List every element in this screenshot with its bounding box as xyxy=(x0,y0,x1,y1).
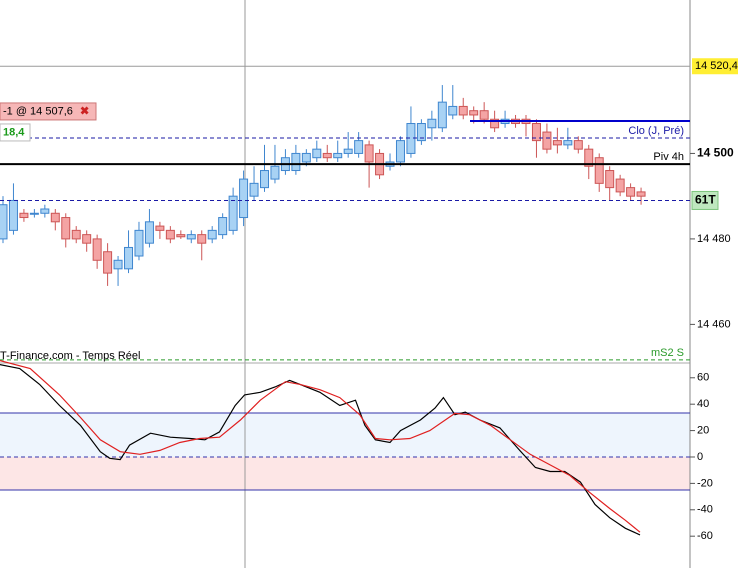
candle-body xyxy=(71,229,81,240)
candle-body xyxy=(469,110,479,116)
candle-body xyxy=(82,234,92,244)
candle-body xyxy=(144,221,154,244)
candle-body xyxy=(479,110,489,120)
candle-body xyxy=(427,118,437,129)
candle-body xyxy=(416,123,426,142)
candle-body xyxy=(165,229,175,240)
candle-body xyxy=(364,144,374,163)
candle-body xyxy=(573,140,583,150)
candle-body xyxy=(626,187,636,197)
candle-body xyxy=(176,234,186,238)
price-marker-box xyxy=(692,58,738,75)
candle-body xyxy=(594,157,604,184)
candle-body xyxy=(0,204,8,240)
y-tick-label: 0 xyxy=(697,451,703,463)
order-close-icon: ✖ xyxy=(80,105,89,117)
y-tick-label: 14 460 xyxy=(697,318,731,330)
y-tick-label: 60 xyxy=(697,372,709,384)
oscillator-line xyxy=(0,360,641,533)
candle-body xyxy=(186,234,196,240)
order-label: -1 @ 14 507,6 xyxy=(3,105,73,117)
candle-body xyxy=(124,246,134,270)
badge-box xyxy=(0,123,31,142)
candle-body xyxy=(552,140,562,146)
candle-body xyxy=(291,152,301,172)
lower-band xyxy=(0,456,690,490)
candle-body xyxy=(636,191,646,197)
oscillator-line xyxy=(0,364,641,536)
source-label: IT-Finance.com - Temps Réel xyxy=(0,350,140,362)
candle-body xyxy=(615,178,625,193)
candle-body xyxy=(301,152,311,163)
candle-body xyxy=(113,259,123,270)
candle-body xyxy=(354,140,364,154)
candle-body xyxy=(228,195,238,231)
candle-body xyxy=(249,182,259,197)
candle-body xyxy=(531,123,541,142)
candle-body xyxy=(218,217,228,236)
candle-body xyxy=(270,165,280,180)
candle-body xyxy=(103,251,113,274)
candle-body xyxy=(458,105,468,116)
level-box xyxy=(691,190,719,210)
candle-body xyxy=(92,238,102,261)
candle-body xyxy=(19,212,29,219)
y-tick-label: -60 xyxy=(697,530,713,542)
candle-body xyxy=(239,178,249,219)
candle-body xyxy=(322,152,332,159)
level-label: mS2 S xyxy=(651,347,684,359)
candle-body xyxy=(395,140,405,163)
upper-band xyxy=(0,413,690,457)
candle-body xyxy=(563,140,573,146)
candle-body xyxy=(490,118,500,129)
y-tick-label: 14 500 xyxy=(697,146,734,160)
candle-body xyxy=(8,199,18,231)
candle-body xyxy=(29,212,39,215)
order-box xyxy=(0,102,97,121)
y-tick-label: -40 xyxy=(697,504,713,516)
candle-body xyxy=(197,234,207,244)
oscillator-background xyxy=(0,413,690,490)
level-label: 61T xyxy=(695,193,716,207)
candle-body xyxy=(155,225,165,231)
candle-body xyxy=(40,208,50,214)
candle-body xyxy=(207,229,217,240)
level-label: Clo (J, Pré) xyxy=(628,125,684,137)
y-tick-label: 20 xyxy=(697,424,709,436)
price-marker-label: 14 520,4 xyxy=(695,60,738,72)
candle-body xyxy=(584,148,594,167)
plot-layer: 14 500 14 480 14 460 14 520,4 Clo (J, Pré) Pi… xyxy=(0,58,738,542)
candle-body xyxy=(134,229,144,257)
y-tick-label: 14 480 xyxy=(697,233,731,245)
candle-body xyxy=(61,217,71,240)
y-tick-label: -20 xyxy=(697,477,713,489)
candle-body xyxy=(437,101,447,129)
candle-body xyxy=(343,148,353,154)
candle-body xyxy=(333,152,343,159)
y-tick-label: 40 xyxy=(697,398,709,410)
candle-body xyxy=(448,105,458,116)
candle-body xyxy=(542,131,552,150)
candle-body xyxy=(605,170,615,189)
badge-label: 18,4 xyxy=(3,126,25,138)
candle-body xyxy=(312,148,322,159)
candle-body xyxy=(50,212,60,223)
candle-body xyxy=(260,170,269,189)
level-label: Piv 4h xyxy=(653,151,684,163)
